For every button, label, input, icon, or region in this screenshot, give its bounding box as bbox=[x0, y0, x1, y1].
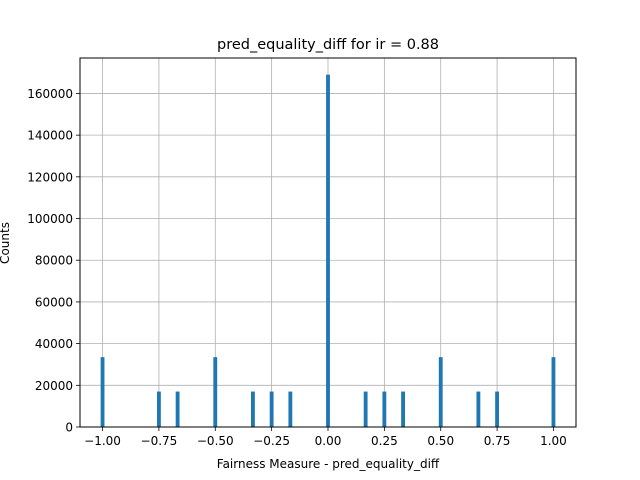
x-tick-label: 0.25 bbox=[371, 434, 398, 448]
x-tick-label: −1.00 bbox=[84, 434, 121, 448]
chart-title: pred_equality_diff for ir = 0.88 bbox=[217, 37, 439, 53]
histogram-bar bbox=[552, 357, 556, 427]
y-tick-label: 160000 bbox=[27, 87, 73, 101]
histogram-bar bbox=[382, 392, 386, 427]
histogram-bar bbox=[326, 75, 330, 427]
histogram-bar bbox=[157, 392, 161, 427]
y-tick-label: 40000 bbox=[35, 337, 73, 351]
x-tick-label: 1.00 bbox=[540, 434, 567, 448]
y-axis-label: Counts bbox=[0, 222, 12, 264]
histogram-bar bbox=[401, 392, 405, 427]
histogram-bar bbox=[270, 392, 274, 427]
y-tick-label: 120000 bbox=[27, 170, 73, 184]
x-axis-label: Fairness Measure - pred_equality_diff bbox=[217, 457, 440, 471]
histogram-bar bbox=[439, 357, 443, 427]
x-tick-label: 0.50 bbox=[427, 434, 454, 448]
y-tick-label: 80000 bbox=[35, 254, 73, 268]
histogram-bar bbox=[101, 357, 105, 427]
x-tick-label: 0.75 bbox=[484, 434, 511, 448]
y-tick-label: 60000 bbox=[35, 295, 73, 309]
histogram-bar bbox=[476, 392, 480, 427]
histogram-bar bbox=[251, 392, 255, 427]
y-tick-label: 140000 bbox=[27, 129, 73, 143]
x-tick-label: 0.00 bbox=[315, 434, 342, 448]
histogram-bar bbox=[495, 392, 499, 427]
x-tick-label: −0.75 bbox=[141, 434, 178, 448]
y-tick-label: 20000 bbox=[35, 379, 73, 393]
histogram-bar bbox=[176, 392, 180, 427]
histogram-bar bbox=[288, 392, 292, 427]
y-tick-label: 0 bbox=[65, 421, 73, 435]
y-axis-ticks: 0 20000 40000 60000 80000 100000 120000 140000 1… bbox=[27, 87, 80, 435]
x-tick-label: −0.50 bbox=[197, 434, 234, 448]
histogram-bar bbox=[364, 392, 368, 427]
y-tick-label: 100000 bbox=[27, 212, 73, 226]
x-tick-label: −0.25 bbox=[253, 434, 290, 448]
histogram-bar bbox=[213, 357, 217, 427]
